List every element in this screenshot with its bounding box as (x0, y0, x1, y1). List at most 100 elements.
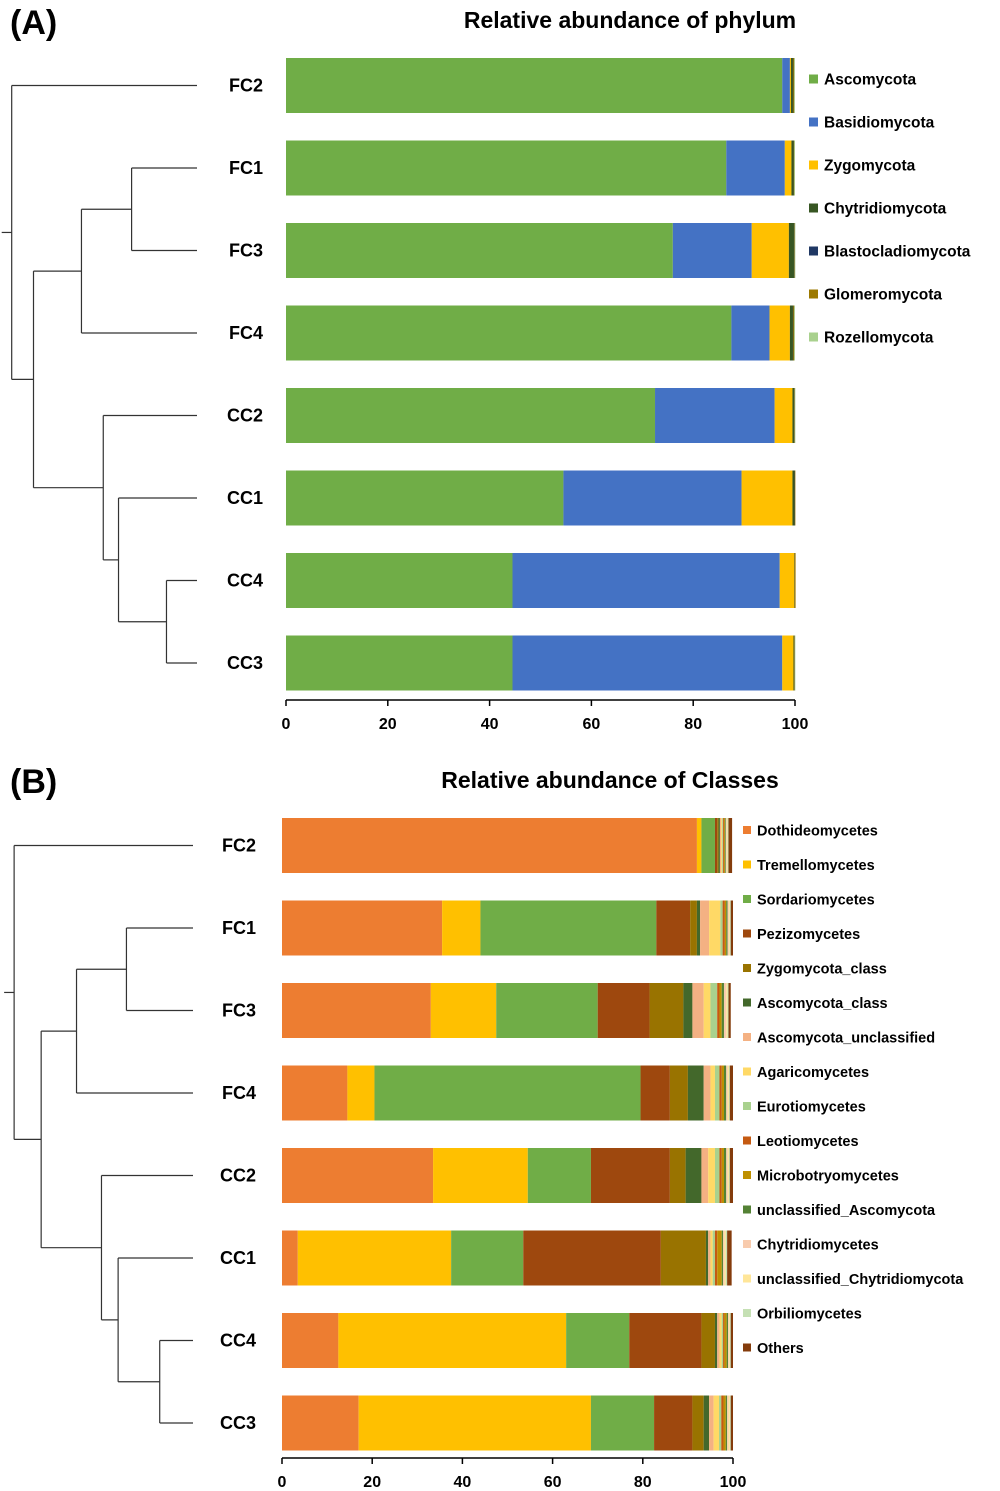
sample-label-fc2: FC2 (222, 836, 256, 856)
legend-label-zygomycota-class: Zygomycota_class (757, 962, 887, 978)
bar-fc2-orbiliomycetes (727, 818, 729, 873)
bar-cc1-leotiomycetes (714, 1230, 718, 1286)
bar-fc1-pezizomycetes (656, 900, 691, 956)
bar-fc4-eurotiomycetes (714, 1065, 720, 1121)
legend-swatch-sordariomycetes (743, 895, 751, 903)
bar-fc3-chytridiomycetes (723, 983, 727, 1038)
x-tick-label-100: 100 (782, 716, 809, 733)
bar-fc3-basidiomycota (672, 223, 752, 278)
bar-fc4-chytridiomycetes (726, 1065, 728, 1121)
bar-fc3-chytridiomycota (788, 223, 794, 278)
bar-fc4-chytridiomycota (789, 305, 793, 361)
bar-fc4-zygomycota-class (669, 1065, 688, 1121)
bar-fc2-others (728, 818, 733, 873)
bar-fc1-unclassified-ascomycota (726, 900, 728, 956)
sample-label-cc3: CC3 (220, 1413, 256, 1433)
bar-cc1-zygomycota-class (660, 1230, 706, 1286)
bar-cc3-eurotiomycetes (719, 1395, 722, 1451)
legend-label-basidiomycota: Basidiomycota (824, 115, 935, 132)
panel-a-legend: Ascomycota Basidiomycota Zygomycota Chytrid… (809, 72, 971, 347)
bar-cc2-zygomycota (774, 388, 793, 443)
bar-cc4-microbotryomycetes (724, 1313, 727, 1368)
x-tick-label-0: 0 (278, 1474, 287, 1491)
bar-cc2-basidiomycota (655, 388, 775, 443)
bar-cc3-zygomycota-class (692, 1395, 704, 1451)
legend-swatch-blastocladiomycota (809, 246, 818, 256)
sample-label-cc1: CC1 (227, 488, 263, 508)
bar-fc3-agaricomycetes (703, 983, 711, 1038)
bar-cc2-ascomycota-class (685, 1148, 702, 1203)
bar-fc1-zygomycota-class (690, 900, 697, 956)
sample-label-cc2: CC2 (220, 1166, 256, 1186)
bar-cc2-sordariomycetes (527, 1148, 591, 1203)
bar-fc2-unclassified-chytridiomycota (726, 818, 728, 873)
bar-fc2-ascomycota-unclassified (719, 818, 722, 873)
bar-fc1-ascomycota-unclassified (700, 900, 710, 956)
bar-cc4-zygomycota-class (701, 1313, 715, 1368)
bar-fc3-tremellomycetes (430, 983, 497, 1038)
bar-cc1-glomeromycota (794, 470, 796, 526)
bar-cc2-eurotiomycetes (714, 1148, 720, 1203)
bar-cc1-basidiomycota (563, 470, 742, 526)
legend-label-blastocladiomycota: Blastocladiomycota (824, 244, 971, 261)
bar-cc2-chytridiomycota (792, 388, 794, 443)
bar-cc3-orbiliomycetes (729, 1395, 731, 1451)
bar-cc2-unclassified-ascomycota (723, 1148, 727, 1203)
bar-cc3-sordariomycetes (590, 1395, 655, 1451)
bar-cc2-zygomycota-class (669, 1148, 686, 1203)
bar-fc1-agaricomycetes (709, 900, 721, 956)
legend-label-sordariomycetes: Sordariomycetes (757, 893, 875, 909)
bar-cc1-chytridiomycota (792, 470, 795, 526)
legend-label-microbotryomycetes: Microbotryomycetes (757, 1169, 899, 1185)
bar-cc3-agaricomycetes (713, 1395, 720, 1451)
bar-cc3-ascomycota-unclassified (709, 1395, 714, 1451)
bar-fc3-unclassified-chytridiomycota (726, 983, 728, 1038)
legend-swatch-microbotryomycetes (743, 1171, 751, 1179)
bar-fc2-glomeromycota (793, 58, 795, 113)
bar-cc3-microbotryomycetes (723, 1395, 726, 1451)
legend-label-leotiomycetes: Leotiomycetes (757, 1134, 859, 1150)
bar-fc2-eurotiomycetes (722, 818, 724, 873)
bar-fc1-chytridiomycetes (727, 900, 729, 956)
bar-fc3-others (728, 983, 731, 1038)
legend-label-agaricomycetes: Agaricomycetes (757, 1065, 869, 1081)
bar-cc1-chytridiomycetes (723, 1230, 725, 1286)
bar-cc4-sordariomycetes (566, 1313, 630, 1368)
bar-cc1-ascomycota (286, 470, 564, 526)
bar-fc3-leotiomycetes (717, 983, 720, 1038)
bar-fc2-dothideomycetes (282, 818, 697, 873)
bar-cc3-tremellomycetes (358, 1395, 591, 1451)
x-tick-label-40: 40 (481, 716, 499, 733)
legend-swatch-dothideomycetes (743, 826, 751, 834)
bar-fc4-dothideomycetes (282, 1065, 348, 1121)
bar-fc2-rozellomycota (794, 58, 795, 113)
legend-label-dothideomycetes: Dothideomycetes (757, 824, 878, 840)
bar-fc2-chytridiomycota (790, 58, 793, 113)
bar-cc4-unclassified-ascomycota (726, 1313, 729, 1368)
bar-cc1-microbotryomycetes (717, 1230, 722, 1286)
bar-cc4-unclassified-chytridiomycota (728, 1313, 730, 1368)
bar-cc4-dothideomycetes (282, 1313, 339, 1368)
bar-fc3-dothideomycetes (282, 983, 431, 1038)
bar-fc3-microbotryomycetes (719, 983, 722, 1038)
bar-cc3-ascomycota (286, 635, 513, 691)
bar-fc2-basidiomycota (782, 58, 790, 113)
bar-fc2-agaricomycetes (721, 818, 723, 873)
bar-fc4-agaricomycetes (710, 1065, 715, 1121)
bar-cc1-tremellomycetes (297, 1230, 452, 1286)
panel-b-title: Relative abundance of Classes (441, 767, 778, 793)
legend-swatch-orbiliomycetes (743, 1309, 751, 1317)
sample-label-fc3: FC3 (222, 1001, 256, 1021)
legend-swatch-pezizomycetes (743, 929, 751, 938)
bar-cc4-leotiomycetes (723, 1313, 725, 1368)
bar-fc4-ascomycota (286, 305, 732, 361)
panel-a-dendrogram (1, 84, 197, 664)
legend-label-zygomycota: Zygomycota (824, 158, 916, 175)
bar-cc3-unclassified-chytridiomycota (728, 1395, 730, 1451)
legend-swatch-agaricomycetes (743, 1067, 751, 1076)
bar-fc2-ascomycota (286, 58, 783, 113)
panel-b-legend: Dothideomycetes Tremellomycetes Sordariomy… (743, 824, 964, 1357)
x-tick-label-20: 20 (379, 716, 397, 733)
sample-label-fc2: FC2 (229, 76, 263, 96)
bar-fc4-microbotryomycetes (721, 1065, 724, 1121)
